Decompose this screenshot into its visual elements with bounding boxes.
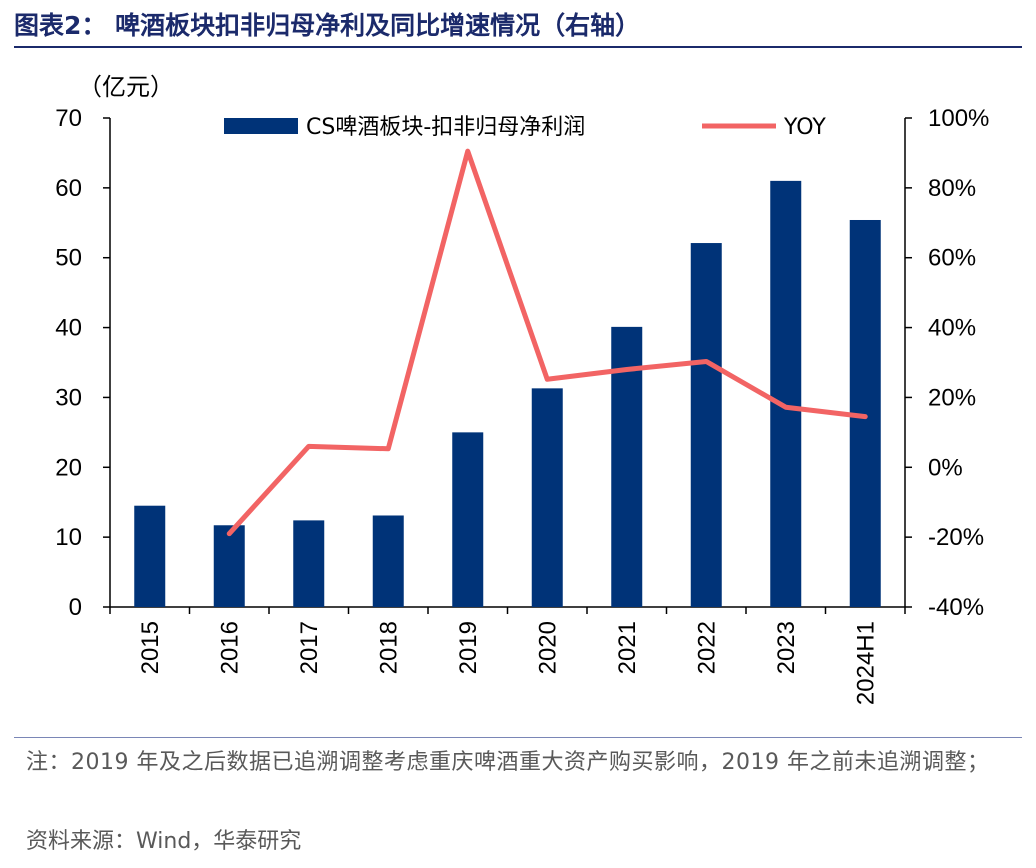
title-divider xyxy=(14,46,1022,48)
bar-2022 xyxy=(690,243,722,607)
right-tick-label: -40% xyxy=(928,594,984,621)
x-tick-label: 2017 xyxy=(296,621,323,674)
left-tick-label: 60 xyxy=(55,175,82,202)
legend-bar-swatch xyxy=(224,118,298,134)
right-tick-label: 0% xyxy=(928,454,963,481)
legend: CS啤酒板块-扣非归母净利润 YOY xyxy=(224,115,826,140)
right-tick-label: 60% xyxy=(928,245,976,272)
bar-2019 xyxy=(452,432,484,607)
x-tick-label: 2016 xyxy=(216,621,243,674)
right-tick-label: -20% xyxy=(928,524,984,551)
right-tick-label: 100% xyxy=(928,105,989,132)
x-tick-label: 2018 xyxy=(375,621,402,674)
footnote: 注：2019 年及之后数据已追溯调整考虑重庆啤酒重大资产购买影响，2019 年之… xyxy=(26,750,990,775)
left-tick-label: 10 xyxy=(55,524,82,551)
bar-2020 xyxy=(531,388,563,607)
legend-line-label: YOY xyxy=(783,115,826,140)
footer-divider xyxy=(14,737,1022,738)
x-tick-label: 2023 xyxy=(773,621,800,674)
bar-2015 xyxy=(134,505,166,607)
chart: （亿元） 0 10 20 30 40 50 60 70 -40% -20% 0% 20% 40% 60% 8… xyxy=(55,74,989,705)
left-tick-label: 40 xyxy=(55,315,82,342)
bar-2018 xyxy=(372,515,404,607)
bar-2016 xyxy=(213,525,245,607)
x-tick-label: 2020 xyxy=(534,621,561,674)
x-tick-label: 2022 xyxy=(693,621,720,674)
bar-2023 xyxy=(770,180,802,607)
right-tick-label: 40% xyxy=(928,315,976,342)
legend-bar-label: CS啤酒板块-扣非归母净利润 xyxy=(306,115,585,140)
source-text: 资料来源：Wind，华泰研究 xyxy=(26,829,302,854)
x-tick-label: 2024H1 xyxy=(852,621,879,705)
right-tick-label: 20% xyxy=(928,384,976,411)
left-tick-label: 70 xyxy=(55,105,82,132)
bar-2017 xyxy=(293,520,325,607)
left-tick-label: 30 xyxy=(55,384,82,411)
left-tick-label: 0 xyxy=(69,594,82,621)
bar-2021 xyxy=(611,326,643,607)
left-tick-label: 50 xyxy=(55,245,82,272)
left-axis-unit-label: （亿元） xyxy=(78,74,174,101)
x-tick-label: 2015 xyxy=(137,621,164,674)
x-tick-label: 2019 xyxy=(455,621,482,674)
left-tick-label: 20 xyxy=(55,454,82,481)
right-tick-label: 80% xyxy=(928,175,976,202)
chart-title: 图表2： 啤酒板块扣非归母净利及同比增速情况（右轴） xyxy=(14,11,641,40)
x-tick-label: 2021 xyxy=(614,621,641,674)
